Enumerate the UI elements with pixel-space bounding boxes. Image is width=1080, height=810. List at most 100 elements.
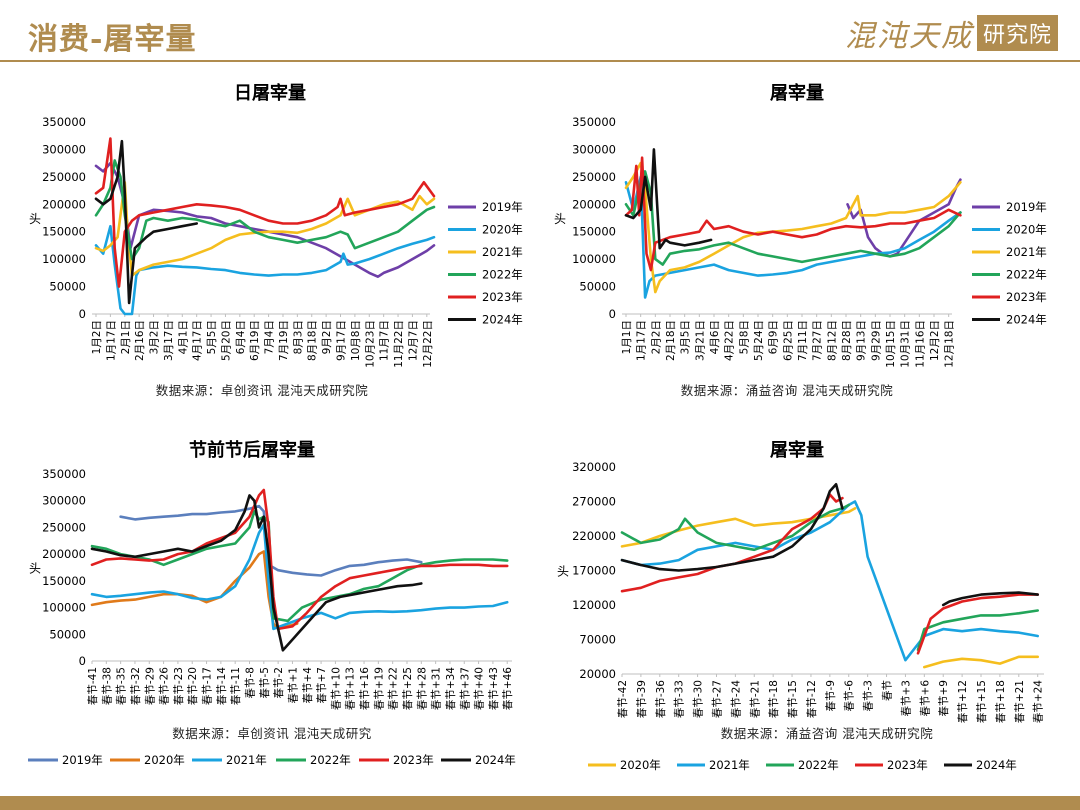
x-tick-label: 7月27日 [812, 320, 824, 361]
x-tick-label: 春节-30 [693, 680, 705, 718]
x-tick-label: 春节+15 [976, 680, 988, 723]
footer-bar [0, 796, 1080, 810]
legend-label: 2024年 [1006, 313, 1047, 327]
logo-box-text: 研究院 [976, 15, 1058, 51]
legend-label: 2019年 [62, 753, 103, 767]
x-tick-label: 春节+40 [474, 667, 486, 710]
x-tick-label: 11月22日 [393, 320, 405, 368]
x-tick-label: 春节 [882, 680, 894, 701]
x-tick-label: 1月17日 [105, 320, 117, 361]
x-tick-label: 春节-32 [130, 667, 142, 705]
x-tick-label: 春节-17 [202, 667, 214, 705]
series-line-2024年 [624, 148, 713, 250]
x-tick-label: 春节+34 [445, 667, 457, 710]
x-tick-label: 9月2日 [321, 320, 333, 354]
x-tick-label: 10月23日 [364, 320, 376, 368]
x-tick-label: 春节+24 [1033, 680, 1045, 723]
logo-text: 混沌天成 [844, 19, 973, 54]
x-tick-label: 春节-3 [863, 680, 875, 711]
x-tick-label: 6月19日 [249, 320, 261, 361]
series-line-2022年 [624, 170, 962, 266]
x-tick-label: 10月8日 [350, 320, 362, 361]
x-tick-label: 8月18日 [307, 320, 319, 361]
y-tick-label: 0 [79, 307, 86, 321]
series-line-2019年 [846, 178, 962, 258]
x-tick-label: 春节-20 [187, 667, 199, 705]
x-tick-label: 12月7日 [407, 320, 419, 361]
x-tick-label: 春节+19 [373, 667, 385, 710]
legend-bottom-left: 2019年 2020年 2021年 2022年 2023年 2024年 [28, 753, 516, 767]
x-tick-label: 5月20日 [220, 320, 232, 361]
x-tick-label: 2月1日 [120, 320, 132, 354]
y-tick-label: 220000 [572, 529, 616, 543]
y-tick-label: 300000 [42, 494, 86, 508]
series-line-2020年 [620, 507, 1039, 669]
x-tick-label: 春节+6 [919, 680, 931, 717]
series-line-2020年 [94, 224, 436, 316]
series-line-2022年 [94, 159, 436, 261]
x-tick-label: 2月16日 [134, 320, 146, 361]
x-tick-label: 春节+25 [402, 667, 414, 710]
x-tick-label: 6月25日 [782, 320, 794, 361]
x-tick-label: 3月5日 [680, 320, 692, 354]
y-tick-label: 250000 [572, 170, 616, 184]
legend-label: 2022年 [482, 268, 523, 282]
x-tick-label: 春节-2 [273, 667, 285, 698]
x-tick-label: 春节+13 [345, 667, 357, 710]
chart-tr: 屠宰量 0 50000 100000 150000 200000 250000 300000 3… [554, 82, 1047, 398]
x-tick-label: 春节+1 [287, 667, 299, 703]
x-tick-label: 春节-9 [825, 680, 837, 711]
chart-title: 屠宰量 [770, 82, 824, 104]
x-tick-label: 春节+28 [416, 667, 428, 710]
x-tick-label: 3月21日 [694, 320, 706, 361]
page-title: 消费-屠宰量 [28, 22, 197, 57]
legend-label: 2020年 [144, 753, 185, 767]
y-tick-label: 70000 [579, 633, 616, 647]
x-tick-label: 春节-14 [216, 667, 228, 705]
x-tick-label: 春节-27 [711, 680, 723, 718]
series-line-2020年 [624, 175, 962, 299]
x-tick-label: 11月7日 [379, 320, 391, 361]
chart-title: 日屠宰量 [234, 82, 306, 104]
y-tick-label: 200000 [42, 197, 86, 211]
chart-tl: 日屠宰量 0 50000 100000 150000 200000 250000 300000… [29, 82, 523, 398]
x-tick-label: 6月4日 [235, 320, 247, 354]
chart-title: 节前节后屠宰量 [189, 439, 315, 461]
x-tick-label: 春节-39 [636, 680, 648, 718]
x-tick-label: 7月11日 [797, 320, 809, 361]
x-tick-label: 春节+31 [431, 667, 443, 710]
x-tick-label: 春节-6 [844, 680, 856, 712]
y-tick-label: 200000 [572, 197, 616, 211]
legend-label: 2021年 [482, 245, 523, 259]
legend-label: 2023年 [482, 290, 523, 304]
x-tick-label: 春节-15 [787, 680, 799, 718]
x-tick-label: 5月24日 [753, 320, 765, 361]
legend-label: 2021年 [1006, 245, 1047, 259]
series-line-2021年 [620, 500, 1039, 662]
x-tick-label: 春节+4 [302, 667, 314, 704]
legend-label: 2023年 [887, 758, 928, 772]
x-tick-label: 10月31日 [900, 320, 912, 368]
series-line-2024年 [90, 494, 423, 652]
legend-bottom-right: 2020年 2021年 2022年 2023年 2024年 [588, 758, 1017, 772]
x-tick-label: 春节+37 [459, 667, 471, 710]
x-tick-label: 5月5日 [206, 320, 218, 354]
y-tick-label: 250000 [42, 520, 86, 534]
series-line-2023年 [94, 137, 436, 288]
x-tick-label: 春节+18 [995, 680, 1007, 723]
x-tick-label: 春节+12 [957, 680, 969, 723]
x-tick-label: 5月8日 [738, 320, 750, 354]
y-tick-label: 0 [79, 654, 86, 668]
series-line-2022年 [90, 510, 509, 623]
legend-label: 2024年 [976, 758, 1017, 772]
legend-label: 2019年 [482, 200, 523, 214]
x-tick-label: 春节-12 [806, 680, 818, 718]
y-tick-label: 250000 [42, 170, 86, 184]
x-tick-label: 春节-29 [144, 667, 156, 705]
y-tick-label: 350000 [572, 115, 616, 129]
x-tick-label: 春节-35 [116, 667, 128, 705]
x-tick-label: 春节+9 [938, 680, 950, 716]
x-tick-label: 3月2日 [149, 320, 161, 354]
y-tick-label: 100000 [42, 252, 86, 266]
x-tick-label: 4月1日 [177, 320, 189, 354]
